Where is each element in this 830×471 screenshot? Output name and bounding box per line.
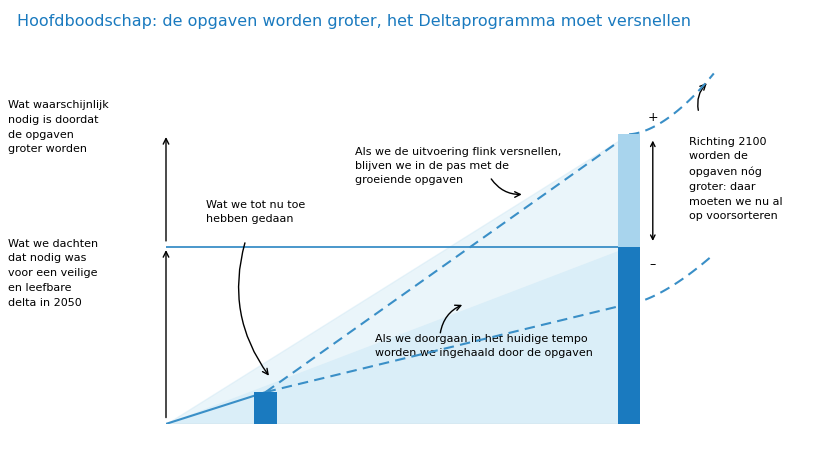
Text: –: –: [650, 258, 656, 271]
Text: Richting 2100
worden de
opgaven nóg
groter: daar
moeten we nu al
op voorsorteren: Richting 2100 worden de opgaven nóg grot…: [689, 137, 783, 221]
Text: Hoofdboodschap: de opgaven worden groter, het Deltaprogramma moet versnellen: Hoofdboodschap: de opgaven worden groter…: [17, 14, 691, 29]
Text: Wat we dachten
dat nodig was
voor een veilige
en leefbare
delta in 2050: Wat we dachten dat nodig was voor een ve…: [8, 239, 99, 308]
Polygon shape: [166, 134, 629, 424]
Bar: [618, 247, 641, 424]
Text: Wat we tot nu toe
hebben gedaan: Wat we tot nu toe hebben gedaan: [206, 200, 305, 224]
Bar: [254, 392, 277, 424]
Text: Als we de uitvoering flink versnellen,
blijven we in de pas met de
groeiende opg: Als we de uitvoering flink versnellen, b…: [355, 147, 562, 185]
Text: Als we doorgaan in het huidige tempo
worden we ingehaald door de opgaven: Als we doorgaan in het huidige tempo wor…: [375, 334, 593, 358]
Text: Wat waarschijnlijk
nodig is doordat
de opgaven
groter worden: Wat waarschijnlijk nodig is doordat de o…: [8, 100, 109, 154]
Bar: [618, 134, 641, 247]
Polygon shape: [166, 247, 629, 424]
Text: +: +: [647, 111, 658, 124]
